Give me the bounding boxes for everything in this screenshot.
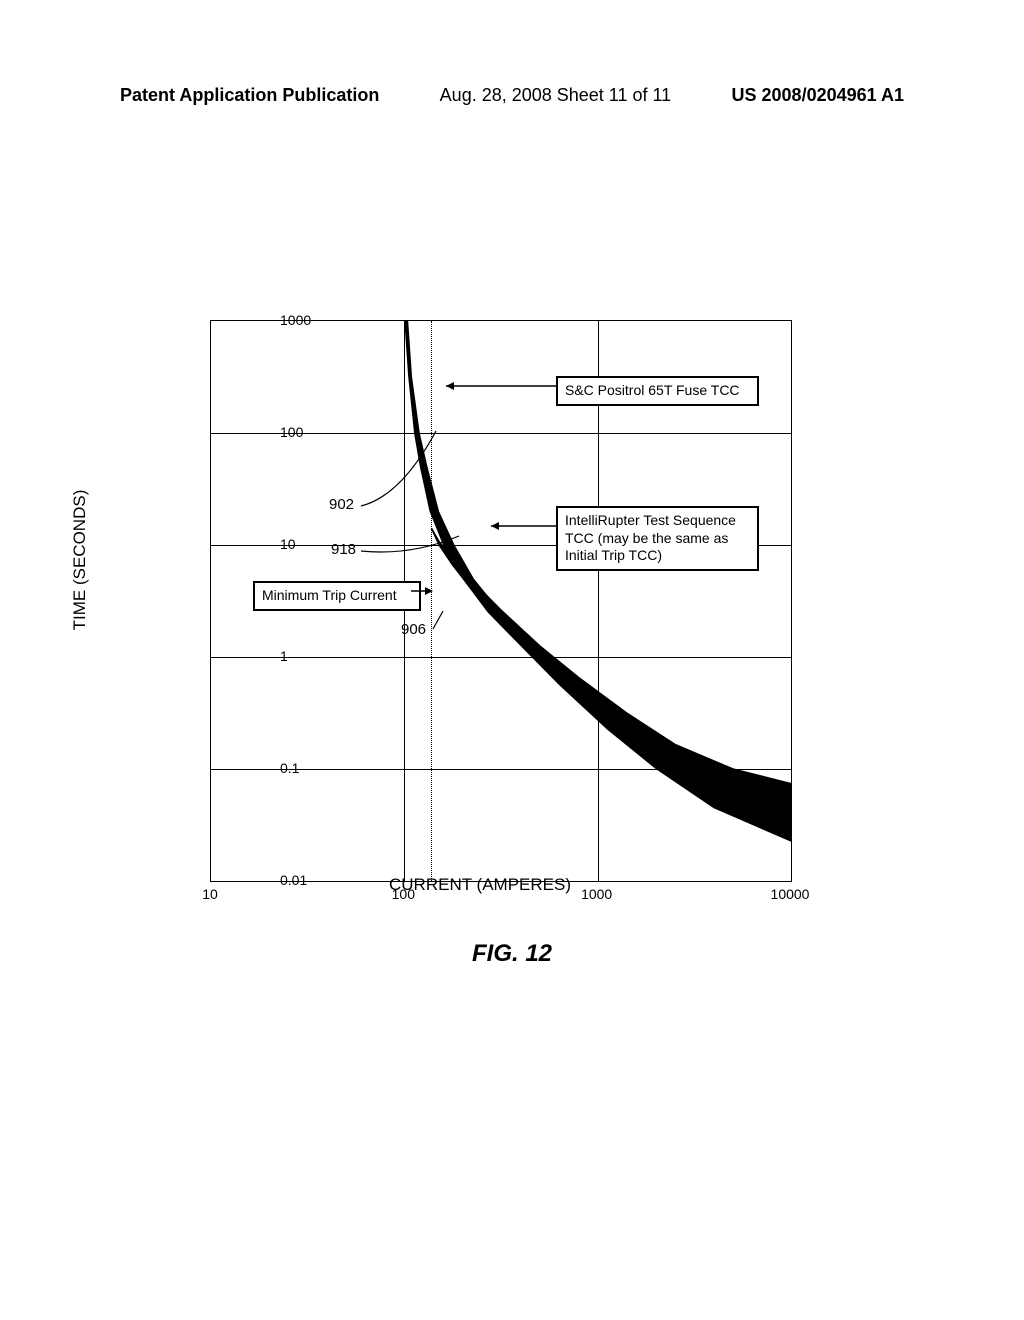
- xtick: 10: [202, 886, 218, 902]
- header-right: US 2008/0204961 A1: [732, 85, 904, 106]
- figure-caption: FIG. 12: [472, 940, 552, 968]
- header-left: Patent Application Publication: [120, 85, 379, 106]
- ref-918: 918: [331, 541, 356, 558]
- ref-906: 906: [401, 621, 426, 638]
- test-sequence-label: IntelliRupter Test Sequence TCC (may be …: [556, 506, 759, 571]
- xtick: 10000: [771, 886, 810, 902]
- plot-area: S&C Positrol 65T Fuse TCC IntelliRupter …: [210, 320, 792, 882]
- tcc-chart: TIME (SECONDS) S&C Positrol 65T Fuse TCC…: [130, 280, 830, 960]
- fuse-tcc-label: S&C Positrol 65T Fuse TCC: [556, 376, 759, 406]
- test-sequence-curve: [431, 528, 791, 825]
- header-center: Aug. 28, 2008 Sheet 11 of 11: [440, 85, 672, 106]
- min-trip-label: Minimum Trip Current: [253, 581, 421, 611]
- x-axis-label: CURRENT (AMPERES): [389, 875, 571, 895]
- xtick: 1000: [581, 886, 612, 902]
- ref-902: 902: [329, 496, 354, 513]
- y-axis-label: TIME (SECONDS): [70, 490, 90, 631]
